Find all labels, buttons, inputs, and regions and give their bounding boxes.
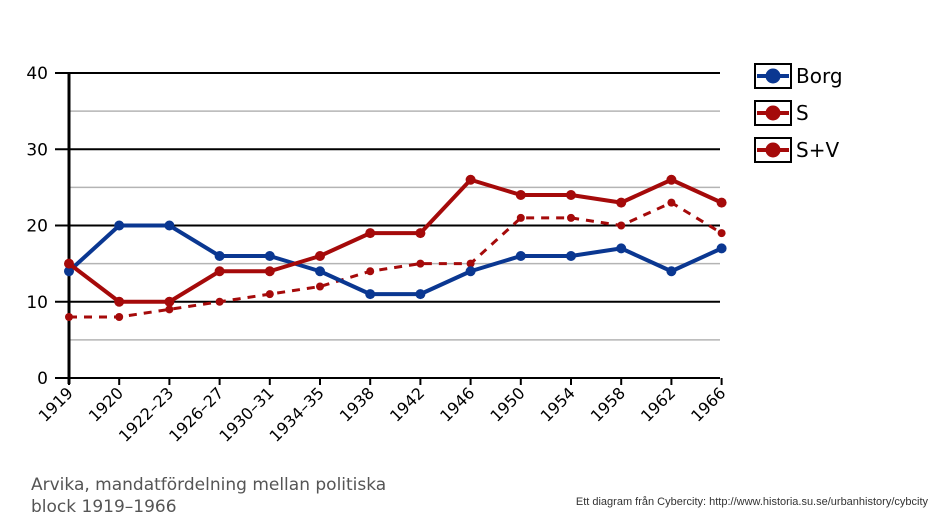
series-S [65,198,726,321]
data-point [114,220,125,231]
data-point [515,251,526,261]
data-point [165,305,174,314]
data-point [617,221,626,230]
data-point [616,243,627,254]
data-point [264,266,275,277]
legend-label: S [796,101,809,125]
x-tick-label: 1919 [35,383,77,425]
data-point [567,213,575,222]
data-point [716,197,727,208]
x-tick-label: 1950 [486,383,528,425]
data-point [666,174,677,185]
data-point [316,282,324,291]
data-point [465,266,476,277]
data-point [516,213,525,222]
legend: Borg S S+V [754,63,843,163]
x-tick-label: 1958 [587,383,629,425]
y-tick-label: 20 [26,217,48,237]
data-point [466,259,475,268]
x-tick-label: 1954 [537,383,579,425]
data-point [315,251,325,261]
data-point [566,251,576,261]
x-tick-label: 1934–35 [266,383,328,445]
data-point [64,258,74,269]
data-point [465,174,476,185]
data-point [265,290,274,299]
data-point [264,251,275,261]
legend-label: Borg [796,64,843,88]
y-tick-labels: 0 10 20 30 40 [26,64,48,389]
data-point [164,220,175,231]
source-credit: Ett diagram från Cybercity: http://www.h… [575,496,928,508]
x-tick-label: 1920 [85,383,127,425]
series-line [67,223,723,297]
caption-line-1: Arvika, mandatfördelning mellan politisk… [31,475,387,495]
data-point [515,190,526,200]
data-point [415,228,426,239]
data-series [64,174,727,321]
data-point [365,228,376,239]
series-line [69,201,723,319]
x-tick-label: 1938 [336,383,378,425]
data-point [315,266,325,277]
series-S+V [64,174,727,307]
legend-label: S+V [796,138,839,162]
data-point [667,198,676,207]
legend-item-S+V: S+V [754,137,839,163]
series-Borg [64,220,727,300]
caption-line-2: block 1919–1966 [31,497,177,517]
y-tick-label: 30 [26,140,48,160]
data-point [717,229,726,238]
data-point [365,289,376,300]
y-tick-label: 0 [37,369,48,389]
data-point [415,289,426,300]
legend-item-S: S [754,100,809,126]
data-point [666,266,677,277]
data-point [215,297,224,306]
data-point [566,190,576,200]
y-tick-label: 10 [26,293,48,313]
legend-swatch-marker [765,105,781,121]
chart-caption: Arvika, mandatfördelning mellan politisk… [31,474,451,518]
data-point [114,296,125,307]
axes [55,73,723,385]
x-tick-label: 1942 [386,383,428,425]
data-point [214,266,225,277]
legend-item-Borg: Borg [754,63,843,89]
data-point [65,313,73,321]
legend-swatch-marker [765,142,781,158]
data-point [366,267,375,276]
data-point [214,251,225,261]
x-tick-label: 1966 [687,383,729,425]
x-tick-label: 1946 [436,383,478,425]
data-point [416,259,425,268]
x-tick-label: 1962 [637,383,679,425]
data-point [164,296,175,307]
legend-swatch-marker [765,68,781,84]
y-tick-label: 40 [26,64,48,84]
data-point [716,243,727,254]
data-point [115,313,124,321]
series-line [67,177,723,304]
data-point [616,197,627,208]
data-point [64,266,74,277]
